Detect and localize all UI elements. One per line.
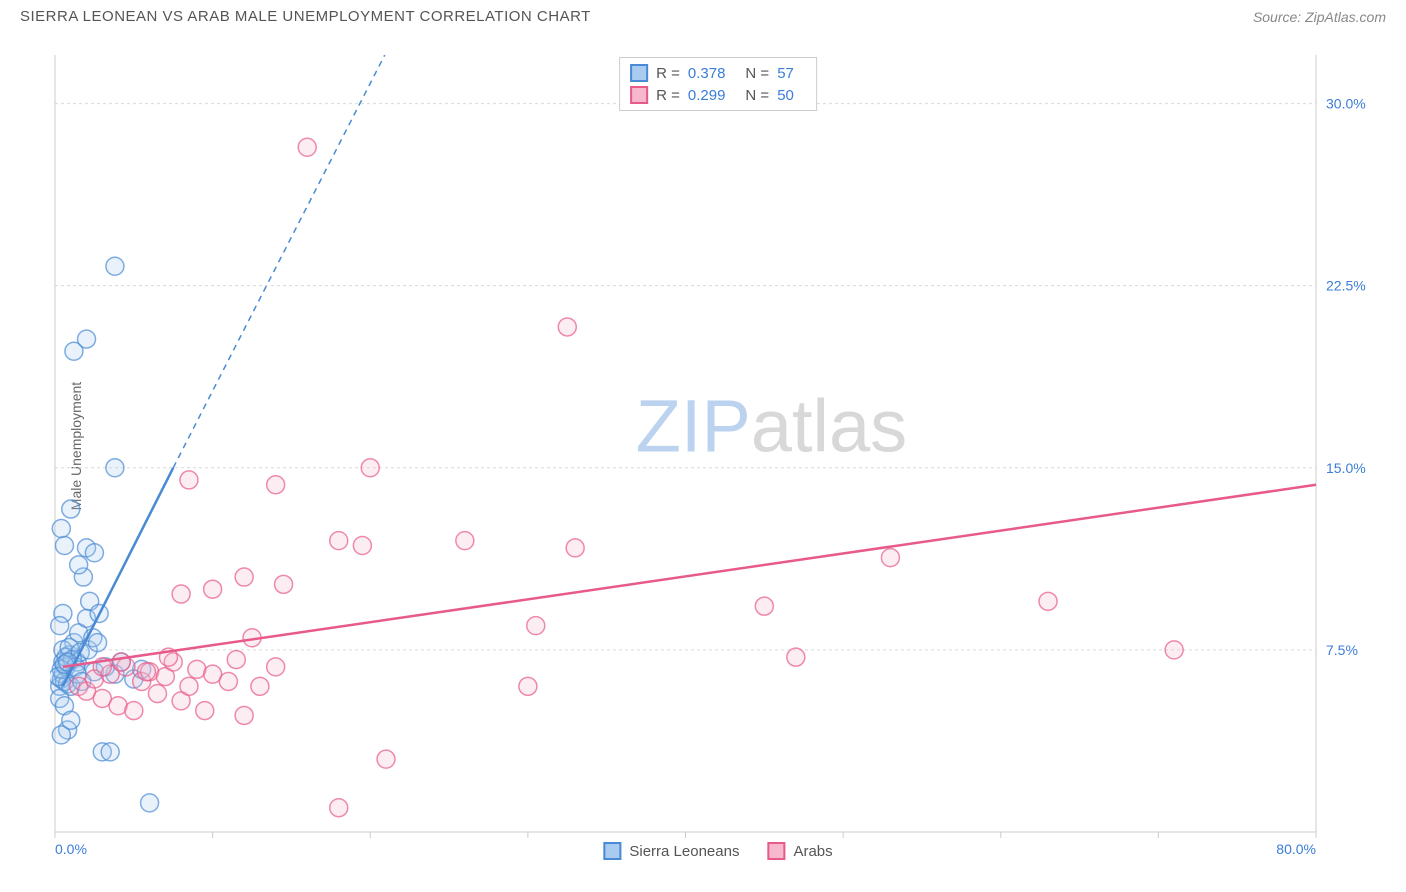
chart-title: SIERRA LEONEAN VS ARAB MALE UNEMPLOYMENT…: [20, 8, 591, 25]
legend-label-1: Arabs: [793, 843, 832, 860]
stats-row-series-0: R = 0.378 N = 57: [630, 62, 806, 84]
legend-label-0: Sierra Leoneans: [629, 843, 739, 860]
bottom-legend: Sierra Leoneans Arabs: [603, 842, 832, 860]
chart-header: SIERRA LEONEAN VS ARAB MALE UNEMPLOYMENT…: [0, 0, 1406, 29]
n-value-0: 57: [777, 65, 794, 82]
svg-text:0.0%: 0.0%: [55, 841, 87, 857]
swatch-legend-1: [767, 842, 785, 860]
scatter-plot: 7.5% 15.0% 22.5% 30.0% 0.0% 80.0%: [50, 55, 1386, 862]
legend-item-0: Sierra Leoneans: [603, 842, 739, 860]
swatch-legend-0: [603, 842, 621, 860]
n-value-1: 50: [777, 87, 794, 104]
n-label: N =: [745, 87, 769, 104]
svg-text:15.0%: 15.0%: [1326, 460, 1366, 476]
r-label: R =: [656, 87, 680, 104]
stats-legend: R = 0.378 N = 57 R = 0.299 N = 50: [619, 57, 817, 111]
chart-source: Source: ZipAtlas.com: [1253, 9, 1386, 25]
stats-row-series-1: R = 0.299 N = 50: [630, 84, 806, 106]
swatch-series-1: [630, 86, 648, 104]
legend-item-1: Arabs: [767, 842, 832, 860]
chart-area: 7.5%15.0%22.5%30.0%0.0%80.0% ZIPatlas R …: [50, 55, 1386, 862]
svg-text:80.0%: 80.0%: [1276, 841, 1316, 857]
r-value-1: 0.299: [688, 87, 726, 104]
svg-text:30.0%: 30.0%: [1326, 96, 1366, 112]
svg-text:7.5%: 7.5%: [1326, 642, 1358, 658]
svg-text:22.5%: 22.5%: [1326, 278, 1366, 294]
r-label: R =: [656, 65, 680, 82]
swatch-series-0: [630, 64, 648, 82]
n-label: N =: [745, 65, 769, 82]
r-value-0: 0.378: [688, 65, 726, 82]
